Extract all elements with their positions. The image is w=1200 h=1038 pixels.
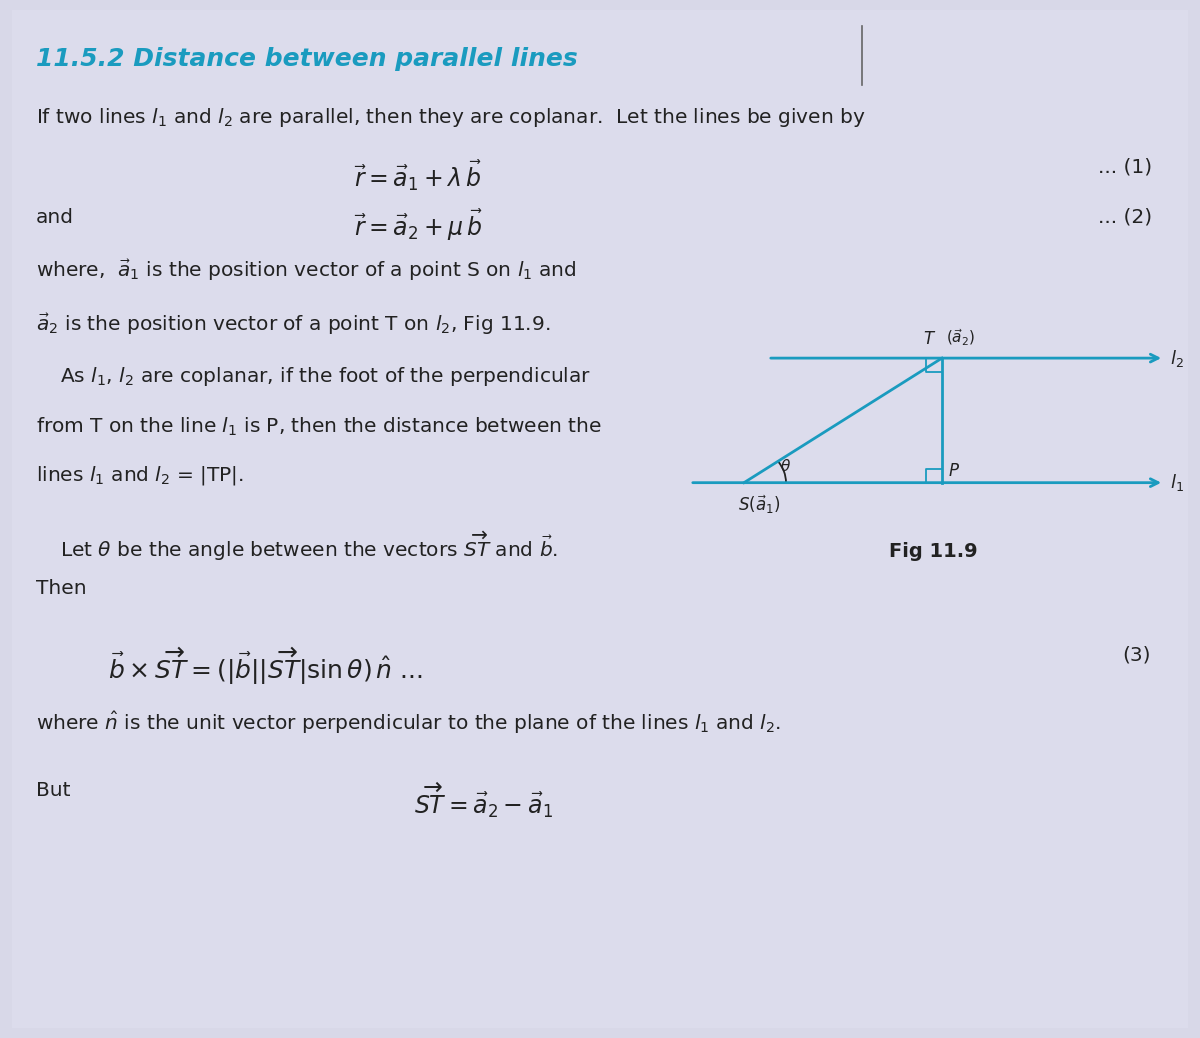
Text: $P$: $P$ bbox=[948, 462, 960, 480]
Text: $l_2$: $l_2$ bbox=[1170, 348, 1183, 368]
Text: from T on the line $l_1$ is P, then the distance between the: from T on the line $l_1$ is P, then the … bbox=[36, 415, 601, 437]
Text: $(\vec{a}_2)$: $(\vec{a}_2)$ bbox=[946, 327, 974, 348]
Text: $T$: $T$ bbox=[923, 330, 936, 348]
Text: 11.5.2 Distance between parallel lines: 11.5.2 Distance between parallel lines bbox=[36, 47, 577, 71]
Text: If two lines $l_1$ and $l_2$ are parallel, then they are coplanar.  Let the line: If two lines $l_1$ and $l_2$ are paralle… bbox=[36, 106, 865, 129]
Text: ... (1): ... (1) bbox=[1098, 158, 1152, 176]
Text: $\vec{b} \times \overrightarrow{ST} = (|\vec{b}||\overrightarrow{ST}|\sin\theta): $\vec{b} \times \overrightarrow{ST} = (|… bbox=[108, 646, 422, 687]
Text: $\vec{r} = \vec{a}_1 + \lambda\,\vec{b}$: $\vec{r} = \vec{a}_1 + \lambda\,\vec{b}$ bbox=[354, 158, 481, 193]
FancyBboxPatch shape bbox=[12, 10, 1188, 1028]
Text: lines $l_1$ and $l_2$ = |TP|.: lines $l_1$ and $l_2$ = |TP|. bbox=[36, 464, 244, 487]
Text: (3): (3) bbox=[1122, 646, 1151, 664]
Text: $l_1$: $l_1$ bbox=[1170, 472, 1184, 493]
Text: and: and bbox=[36, 208, 74, 226]
Text: Then: Then bbox=[36, 579, 86, 598]
Text: where $\hat{n}$ is the unit vector perpendicular to the plane of the lines $l_1$: where $\hat{n}$ is the unit vector perpe… bbox=[36, 710, 781, 736]
Text: $\vec{r} = \vec{a}_2 + \mu\,\vec{b}$: $\vec{r} = \vec{a}_2 + \mu\,\vec{b}$ bbox=[354, 208, 482, 243]
Text: As $l_1$, $l_2$ are coplanar, if the foot of the perpendicular: As $l_1$, $l_2$ are coplanar, if the foo… bbox=[60, 365, 592, 388]
Text: $\theta$: $\theta$ bbox=[780, 459, 791, 474]
Text: Let $\theta$ be the angle between the vectors $\overrightarrow{ST}$ and $\vec{b}: Let $\theta$ be the angle between the ve… bbox=[60, 529, 558, 563]
Text: $\vec{a}_2$ is the position vector of a point T on $l_2$, Fig 11.9.: $\vec{a}_2$ is the position vector of a … bbox=[36, 311, 551, 337]
Text: But: But bbox=[36, 781, 71, 799]
Text: $\overrightarrow{ST} = \vec{a}_2 - \vec{a}_1$: $\overrightarrow{ST} = \vec{a}_2 - \vec{… bbox=[414, 781, 553, 820]
Text: where,  $\vec{a}_1$ is the position vector of a point S on $l_1$ and: where, $\vec{a}_1$ is the position vecto… bbox=[36, 257, 576, 283]
Text: ... (2): ... (2) bbox=[1098, 208, 1152, 226]
Text: $S(\vec{a}_1)$: $S(\vec{a}_1)$ bbox=[738, 493, 780, 516]
Text: Fig 11.9: Fig 11.9 bbox=[889, 542, 978, 561]
